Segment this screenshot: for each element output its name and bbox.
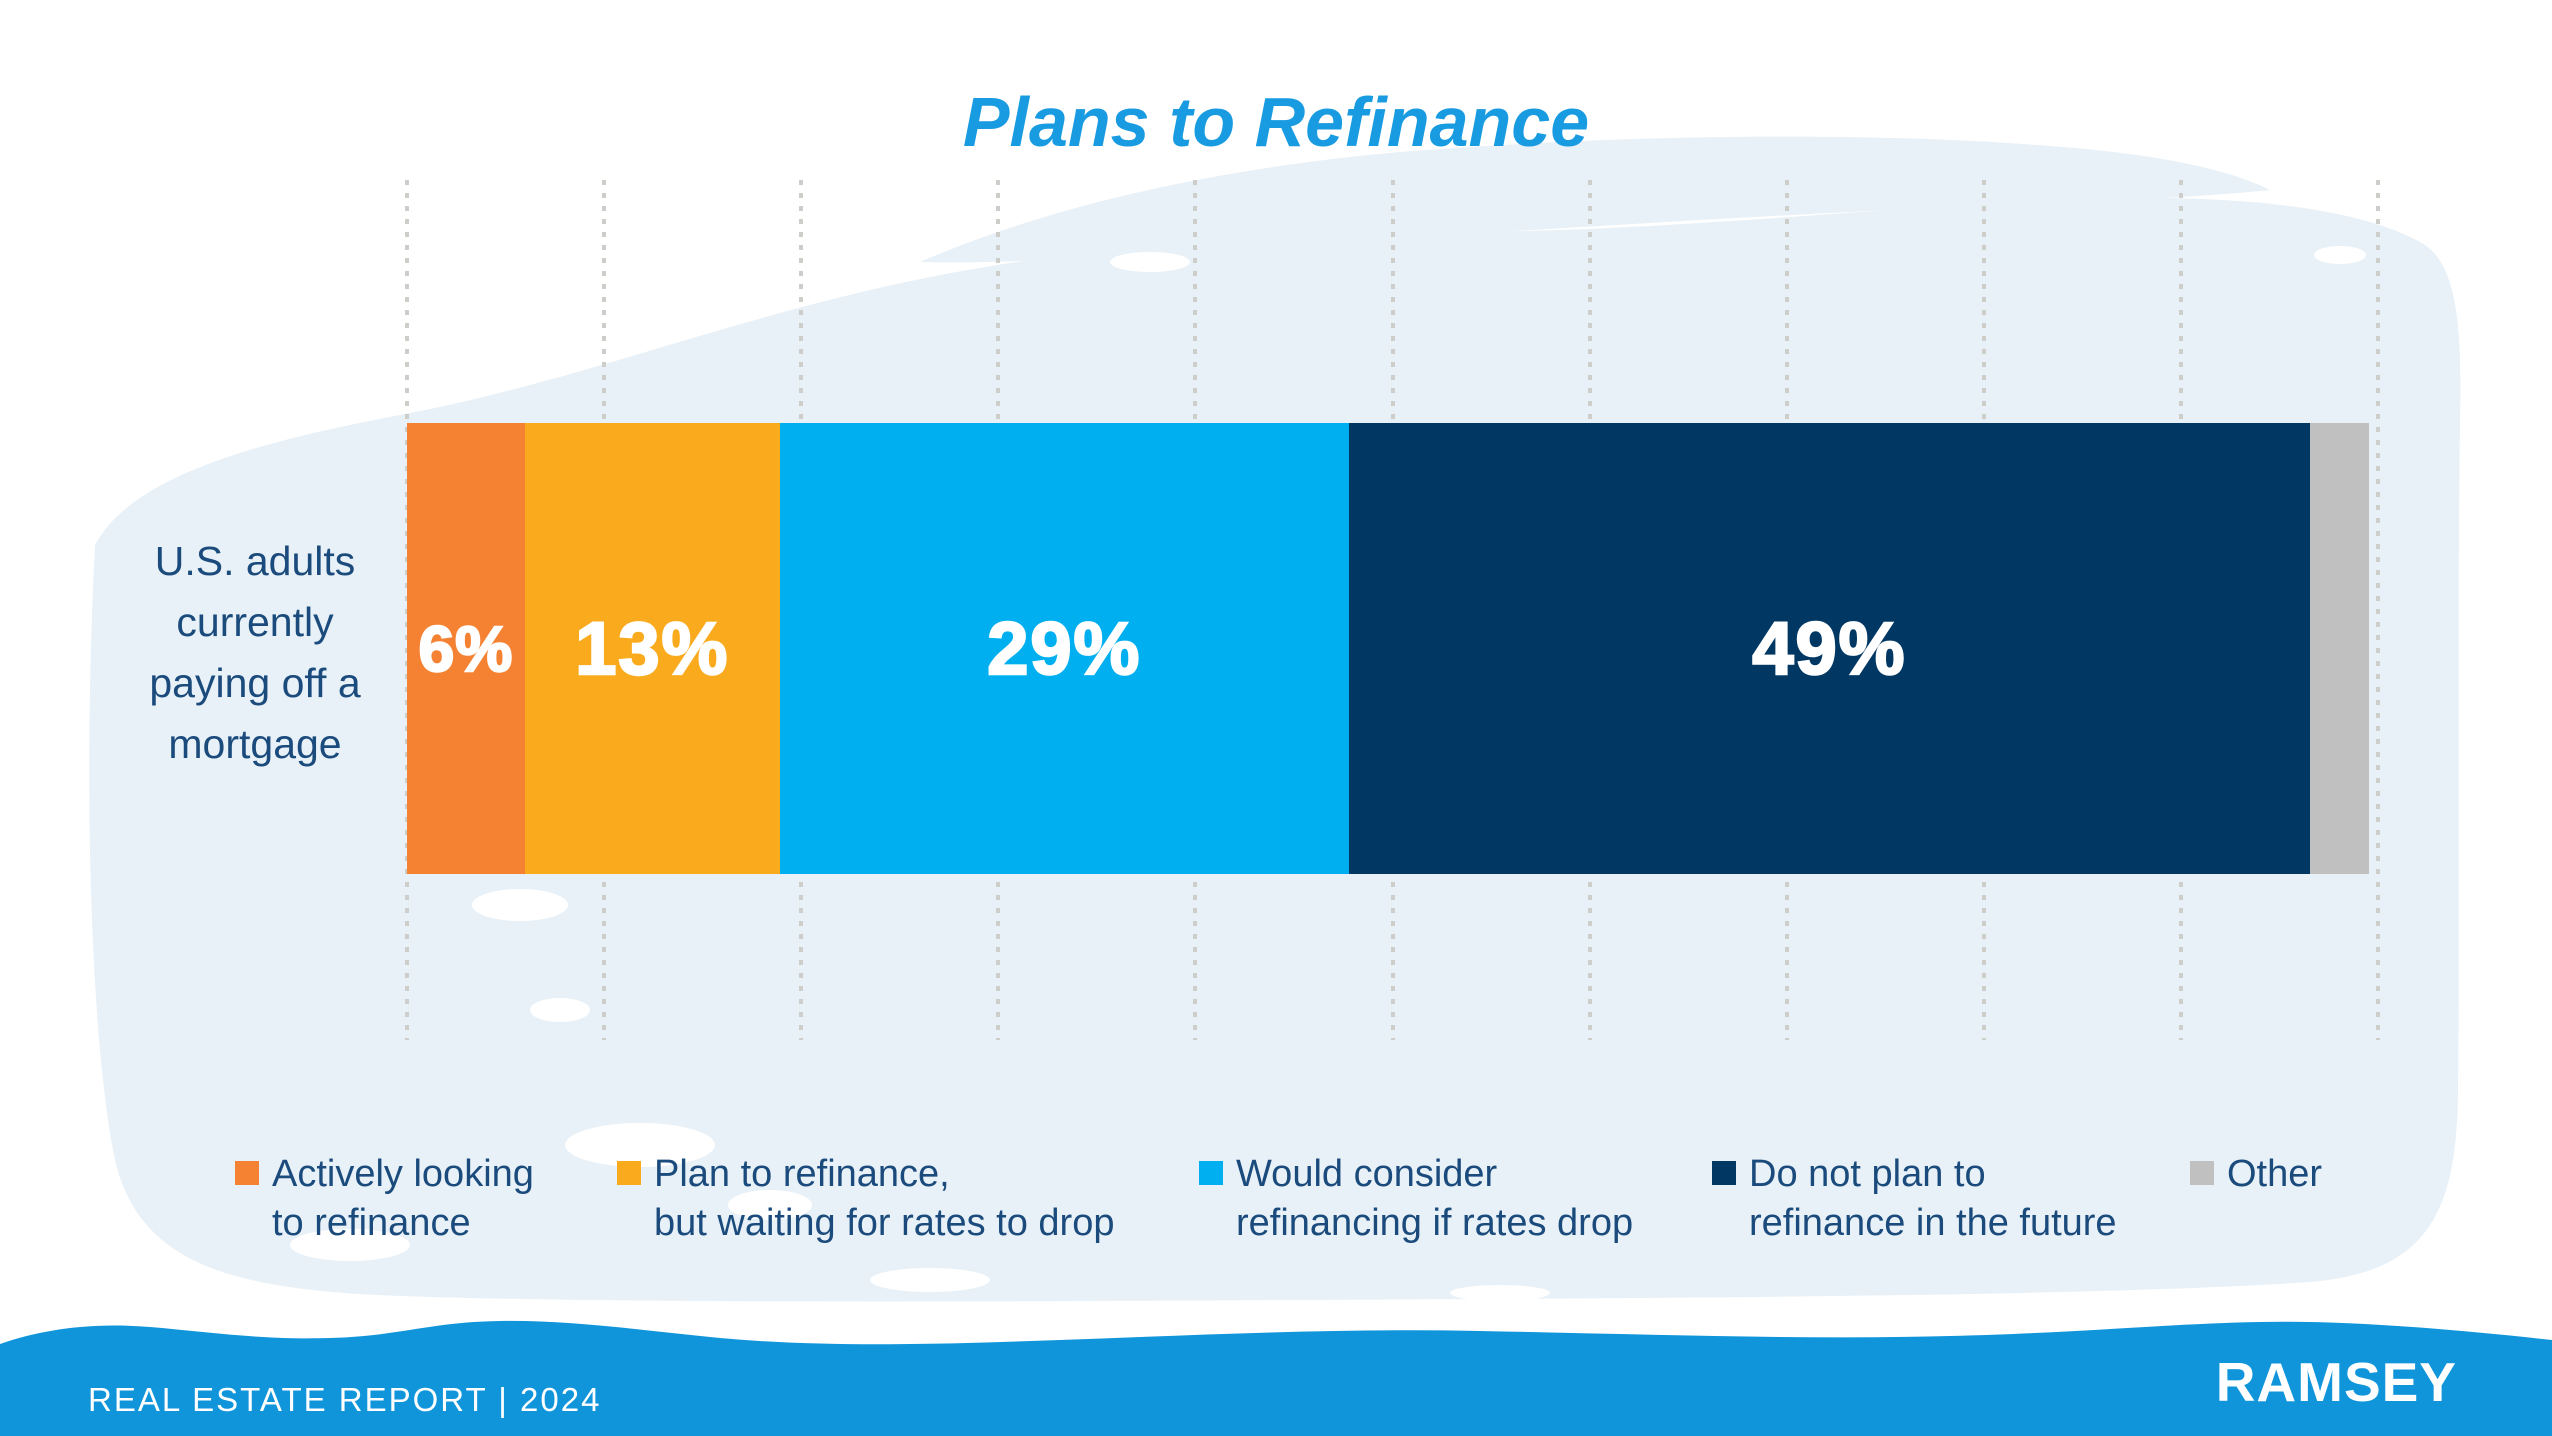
bar-segment-value-label: 13% [574, 606, 730, 692]
bar-segment-value-label: 6% [417, 611, 514, 686]
bar-segment-value-label: 29% [986, 606, 1142, 692]
report-label: REAL ESTATE REPORT | 2024 [88, 1381, 602, 1418]
bar-segment-5 [2310, 423, 2369, 874]
bar-segment-value-label: 49% [1751, 606, 1907, 692]
bar-segment-2: 13% [524, 423, 780, 874]
gridline [2376, 180, 2380, 1040]
stacked-bar: 6% 13% 29% 49% [407, 423, 2369, 874]
ramsey-logo: RAMSEY [2215, 1351, 2457, 1413]
bar-segment-1: 6% [407, 423, 525, 874]
chart-title: Plans to Refinance [962, 83, 1590, 161]
category-label: U.S. adults currently paying off a mortg… [149, 538, 361, 767]
bar-segment-3: 29% [779, 423, 1349, 874]
bar-segment-4: 49% [1348, 423, 2311, 874]
